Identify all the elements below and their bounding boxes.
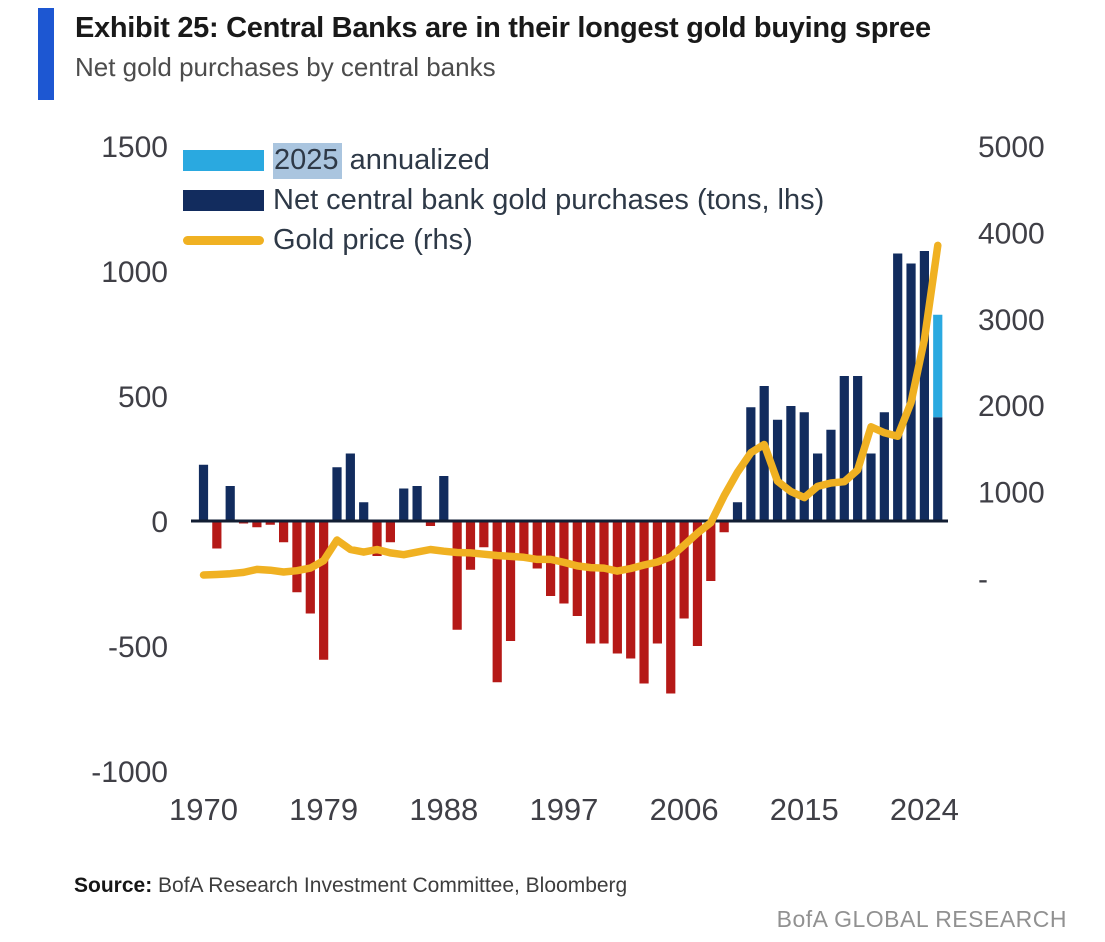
exhibit-accent-bar	[38, 8, 54, 100]
legend-swatch-net-purchases	[183, 189, 264, 211]
brand-footer: BofA GLOBAL RESEARCH	[776, 906, 1067, 932]
bar-2001	[612, 521, 622, 654]
bar-1981	[345, 453, 355, 521]
gold-price-line	[199, 241, 942, 579]
bar-2011	[746, 407, 756, 521]
legend-label-annualized: 2025 annualized	[273, 142, 490, 179]
left-axis-tick: -500	[108, 631, 168, 664]
bar-1994	[519, 521, 529, 559]
bar-2009	[719, 521, 729, 533]
legend-swatch-annualized	[183, 149, 264, 171]
source-text: BofA Research Investment Committee, Bloo…	[152, 874, 628, 897]
bar-1987	[425, 521, 436, 526]
bar-1986	[412, 486, 422, 521]
exhibit-title: Exhibit 25: Central Banks are in their l…	[75, 12, 931, 44]
chart-subtitle: Net gold purchases by central banks	[75, 52, 496, 82]
right-axis-tick: 2000	[978, 390, 1045, 423]
bar-1983	[372, 521, 382, 556]
bar-2015	[799, 412, 809, 521]
bar-2008	[706, 521, 716, 581]
bar-2006	[679, 521, 689, 619]
source-line: Source: BofA Research Investment Committ…	[74, 874, 627, 898]
bar-1979	[319, 521, 329, 660]
bar-1976	[279, 521, 289, 543]
right-axis-tick: 4000	[978, 217, 1045, 250]
legend-item-net-purchases: Net central bank gold purchases (tons, l…	[183, 180, 824, 220]
left-axis-tick: 500	[118, 381, 168, 414]
bar-1974	[252, 521, 262, 528]
bar-1972	[225, 486, 235, 521]
legend-label-net-purchases: Net central bank gold purchases (tons, l…	[273, 183, 825, 216]
legend-item-gold-price: Gold price (rhs)	[183, 220, 824, 260]
bar-1990	[465, 521, 476, 570]
bar-1992	[492, 521, 502, 683]
x-axis-tick: 2015	[770, 792, 839, 827]
bar-1989	[452, 521, 462, 630]
bar-2020	[866, 453, 876, 521]
bar-2025-annualized	[933, 314, 943, 418]
bar-1991	[479, 521, 489, 548]
bar-1993	[505, 521, 516, 641]
bar-2007	[692, 521, 703, 646]
bar-2019	[853, 376, 863, 521]
bar-1984	[385, 521, 395, 543]
left-axis-tick: -1000	[91, 756, 168, 789]
bar-1988	[439, 476, 449, 521]
bar-1982	[359, 502, 369, 521]
legend-label-annualized-rest: annualized	[341, 143, 490, 176]
bar-1971	[212, 521, 222, 549]
x-axis-tick: 2006	[650, 792, 719, 827]
bar-2017	[826, 429, 836, 521]
left-axis-tick: 0	[151, 506, 168, 539]
source-label: Source:	[74, 874, 153, 897]
bar-2003	[639, 521, 649, 684]
x-axis-tick: 1970	[169, 792, 238, 827]
bar-1980	[332, 467, 342, 521]
bar-1999	[586, 521, 596, 644]
right-axis-tick: 1000	[978, 477, 1045, 510]
left-axis-tick: 1000	[101, 256, 168, 289]
legend-label-gold-price: Gold price (rhs)	[273, 223, 473, 256]
bar-2004	[652, 521, 662, 644]
legend-swatch-gold-price	[183, 235, 264, 245]
bar-2010	[732, 502, 743, 521]
bar-1970	[198, 464, 209, 521]
bar-2002	[626, 521, 636, 659]
legend-label-2025-highlight: 2025	[273, 142, 342, 179]
left-axis-tick: 1500	[101, 131, 168, 164]
bar-2005	[666, 521, 676, 694]
bar-1995	[532, 521, 542, 569]
right-axis-tick: 5000	[978, 131, 1045, 164]
bar-2022	[893, 253, 903, 521]
chart-legend: 2025 annualized Net central bank gold pu…	[183, 140, 824, 260]
bar-1985	[399, 488, 409, 521]
bar-1975	[265, 521, 275, 525]
bar-2014	[786, 406, 796, 521]
x-axis-tick: 1979	[289, 792, 358, 827]
bar-2021	[879, 412, 889, 521]
x-axis-tick: 1997	[529, 792, 598, 827]
x-axis-tick: 1988	[409, 792, 478, 827]
bar-2025	[933, 417, 943, 521]
bar-2018	[839, 376, 849, 521]
legend-item-2025-annualized: 2025 annualized	[183, 140, 824, 180]
bar-2000	[599, 521, 609, 644]
x-axis-tick: 2024	[890, 792, 959, 827]
right-axis-tick: -	[978, 563, 988, 596]
bar-1977	[292, 521, 302, 593]
bar-2024	[919, 251, 929, 521]
right-axis-tick: 3000	[978, 304, 1045, 337]
